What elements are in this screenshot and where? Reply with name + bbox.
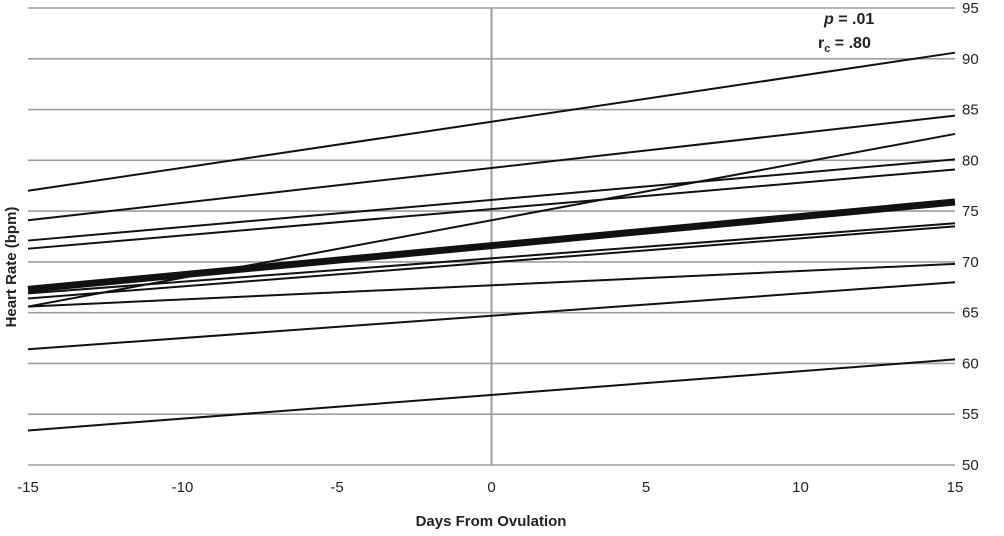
p-symbol: p xyxy=(823,11,834,28)
y-tick-label: 60 xyxy=(962,355,979,372)
x-tick-label: 15 xyxy=(947,479,964,496)
y-tick-label: 50 xyxy=(962,457,979,474)
y-tick-label: 75 xyxy=(962,203,979,220)
series-line xyxy=(27,225,956,300)
x-tick-label: 5 xyxy=(642,479,650,496)
y-tick-label: 90 xyxy=(962,51,979,68)
rc-subscript: c xyxy=(824,43,830,55)
series-line xyxy=(27,281,956,351)
p-value-text: = .01 xyxy=(834,11,875,28)
y-tick-label: 55 xyxy=(962,406,979,423)
series-line xyxy=(27,262,956,308)
series-line xyxy=(27,158,956,242)
series-line xyxy=(27,51,956,192)
y-axis-title: Heart Rate (bpm) xyxy=(3,207,20,328)
series-lines xyxy=(27,51,956,432)
series-line xyxy=(27,222,956,295)
x-axis-tick-labels: -15 -10 -5 0 5 10 15 xyxy=(17,479,963,496)
y-tick-label: 80 xyxy=(962,152,979,169)
rc-value-annotation: rc = .80 xyxy=(818,35,871,55)
y-tick-label: 85 xyxy=(962,102,979,119)
x-axis-title: Days From Ovulation xyxy=(416,513,567,530)
series-line xyxy=(27,114,956,222)
x-tick-label: -10 xyxy=(172,479,194,496)
rc-symbol: r xyxy=(818,35,824,52)
y-tick-label: 95 xyxy=(962,0,979,17)
x-tick-label: -15 xyxy=(17,479,39,496)
p-value-annotation: p = .01 xyxy=(823,11,874,28)
rc-value-text: = .80 xyxy=(830,35,871,52)
y-tick-label: 65 xyxy=(962,305,979,322)
series-line xyxy=(27,168,956,250)
y-axis-tick-labels: 50 55 60 65 70 75 80 85 90 95 xyxy=(962,0,979,474)
x-tick-label: -5 xyxy=(330,479,343,496)
y-tick-label: 70 xyxy=(962,254,979,271)
series-line xyxy=(27,358,956,432)
x-tick-label: 10 xyxy=(792,479,809,496)
x-tick-label: 0 xyxy=(487,479,495,496)
mean-trend-line xyxy=(27,198,956,293)
